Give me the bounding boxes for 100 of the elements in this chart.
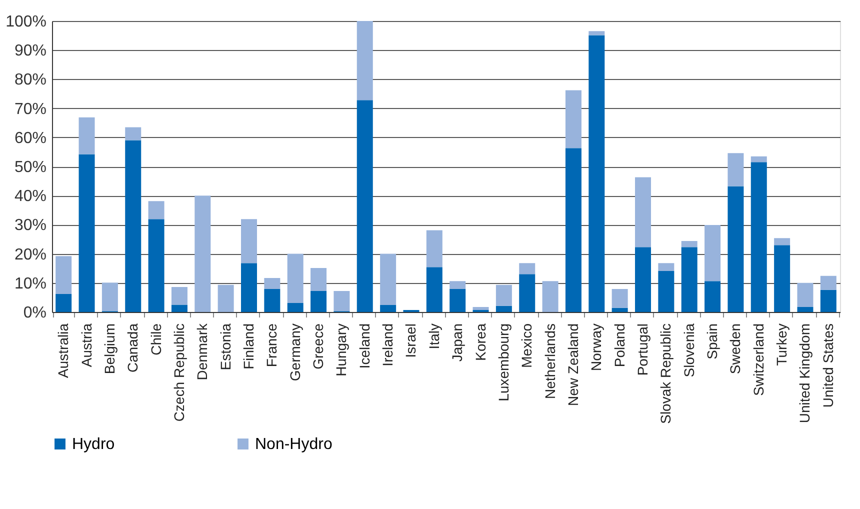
x-tick-label: Austria: [78, 323, 94, 368]
x-tick-label: Italy: [426, 324, 442, 350]
bar: [241, 219, 257, 264]
x-tick-label: Slovak Republic: [658, 324, 674, 424]
y-tick-label: 10%: [14, 275, 46, 292]
x-tick-label: Estonia: [217, 323, 234, 370]
bar: [496, 306, 512, 312]
bar: [542, 281, 558, 312]
bar: [681, 247, 698, 312]
x-tick-label: Iceland: [356, 324, 372, 369]
x-tick-label: Portugal: [634, 324, 650, 376]
bar: [148, 219, 164, 312]
bar: [426, 230, 442, 268]
bar: [125, 127, 142, 140]
y-tick-label: 60%: [14, 130, 46, 147]
bar: [635, 247, 651, 312]
bar: [310, 268, 327, 292]
x-tick-label: Belgium: [101, 324, 118, 374]
bar: [612, 289, 628, 308]
bar: [171, 286, 188, 305]
x-tick-label: France: [264, 323, 280, 368]
x-tick-label: Chile: [148, 323, 164, 356]
x-tick-label: Denmark: [194, 322, 210, 380]
y-tick-label: 100%: [6, 14, 46, 30]
x-tick-label: Korea: [472, 323, 488, 361]
x-tick-label: Czech Republic: [170, 324, 187, 422]
legend-label: Non-Hydro: [255, 436, 332, 453]
bar: [218, 284, 234, 312]
bar: [728, 153, 744, 186]
bar: [565, 90, 582, 148]
bar: [194, 196, 211, 312]
bar: [588, 35, 605, 312]
bar: [704, 281, 721, 312]
legend-label: Hydro: [72, 436, 115, 453]
x-tick-label: Sweden: [727, 324, 744, 374]
y-tick-label: 90%: [14, 42, 46, 60]
bar: [450, 289, 466, 312]
x-tick-label: Greece: [310, 323, 326, 370]
bar: [380, 254, 396, 306]
bar: [78, 117, 95, 154]
bar: [681, 240, 698, 248]
bar: [750, 162, 767, 312]
bar: [658, 270, 674, 312]
x-tick-label: Japan: [449, 324, 466, 362]
y-tick-label: 70%: [14, 100, 46, 118]
x-tick-label: Finland: [240, 324, 256, 370]
x-tick-label: United Kingdom: [796, 324, 813, 424]
x-tick-label: Hungary: [333, 324, 350, 376]
bar: [728, 186, 744, 312]
x-tick-label: Turkey: [774, 324, 790, 366]
y-tick-label: 50%: [14, 159, 46, 176]
bar: [658, 263, 674, 271]
x-tick-label: Mexico: [518, 323, 535, 368]
bar: [380, 305, 396, 312]
bar: [496, 284, 512, 306]
bar: [635, 177, 651, 248]
x-tick-label: Slovenia: [680, 323, 697, 378]
bar: [774, 238, 790, 246]
x-tick-label: Spain: [704, 324, 720, 360]
bar: [519, 274, 536, 312]
bar: [56, 294, 72, 312]
bar: [287, 302, 304, 312]
bar: [171, 304, 188, 312]
bar: [264, 289, 280, 312]
bar: [426, 267, 442, 312]
bar: [287, 254, 304, 303]
bar: [102, 282, 118, 312]
x-tick-label: United States: [820, 324, 836, 408]
y-tick-label: 30%: [14, 217, 46, 234]
bar: [264, 278, 280, 290]
bar: [310, 291, 327, 312]
bar: [750, 156, 767, 162]
bar: [704, 224, 721, 282]
y-tick-label: 40%: [14, 188, 46, 206]
bar: [612, 308, 628, 312]
bar: [820, 290, 836, 312]
x-tick-label: New Zealand: [564, 324, 581, 406]
bar: [797, 282, 814, 308]
x-tick-label: Netherlands: [542, 324, 558, 399]
bar: [774, 245, 790, 312]
bar: [797, 307, 814, 312]
bar: [450, 281, 466, 290]
bar: [356, 21, 373, 100]
x-tick-label: Israel: [402, 324, 419, 358]
x-tick-label: Switzerland: [750, 324, 766, 396]
bar: [334, 291, 350, 312]
bar: [241, 263, 257, 312]
y-tick-label: 80%: [14, 72, 46, 89]
x-tick-label: Canada: [124, 323, 141, 373]
bar: [56, 256, 72, 294]
bar: [125, 140, 142, 312]
x-tick-label: Germany: [286, 324, 303, 382]
x-tick-label: Ireland: [380, 324, 396, 366]
bar: [472, 307, 489, 310]
x-tick-label: Norway: [588, 324, 604, 371]
y-tick-label: 0%: [23, 304, 46, 322]
bar: [519, 263, 536, 274]
bar: [820, 276, 836, 290]
bar: [356, 100, 373, 312]
x-tick-label: Luxembourg: [495, 324, 512, 402]
